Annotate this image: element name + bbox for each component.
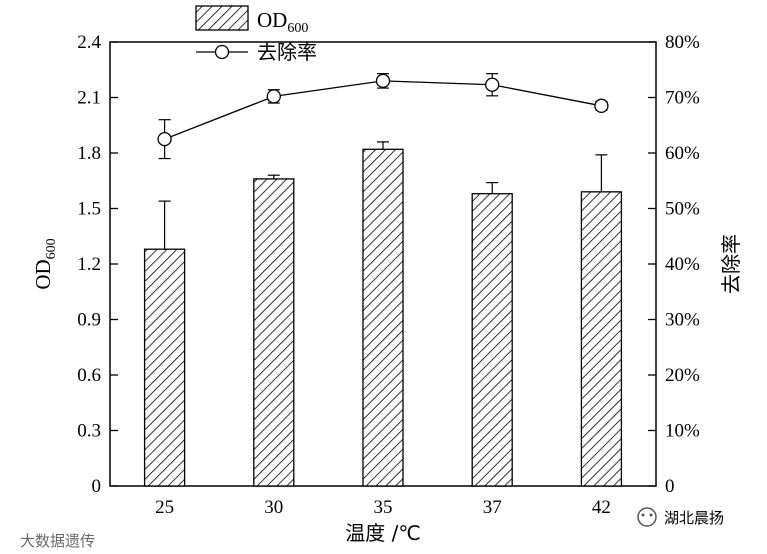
- y-right-tick-label: 60%: [665, 143, 700, 164]
- line-point: [594, 98, 609, 113]
- y-right-tick-label: 40%: [665, 254, 700, 275]
- y-axis-left: 0 0.3 0.6 0.9 1.2 1.5 1.8 2.1 2.4: [77, 32, 118, 497]
- watermark-right-label: 湖北晨扬: [664, 509, 724, 527]
- legend-line-marker: [214, 44, 230, 60]
- line-point: [266, 89, 281, 104]
- y-left-tick-label: 2.1: [77, 88, 101, 109]
- y-right-tick-label: 70%: [665, 88, 700, 109]
- bar: [471, 193, 513, 487]
- bar: [362, 148, 404, 487]
- x-tick-label: 35: [374, 497, 393, 518]
- y-left-tick-label: 2.4: [77, 32, 101, 53]
- y-left-tick-label: 0.9: [77, 310, 101, 331]
- line-point: [485, 77, 500, 92]
- line-point: [157, 131, 172, 147]
- line-point: [375, 73, 391, 88]
- y-axis-right-title: 去除率: [719, 234, 743, 294]
- wechat-icon-dot: [649, 513, 653, 517]
- y-left-tick-label: 0: [92, 476, 102, 497]
- x-tick-label: 42: [592, 497, 611, 518]
- legend-bar-label: OD600: [257, 8, 308, 36]
- x-tick-label: 37: [483, 497, 502, 518]
- y-axis-right: 0 10% 20% 30% 40% 50% 60% 70% 80%: [648, 32, 700, 497]
- legend-bar-swatch: [195, 5, 249, 31]
- bar: [580, 191, 623, 487]
- legend: OD600 去除率: [195, 5, 317, 64]
- bar: [143, 248, 186, 487]
- legend-line-label: 去除率: [257, 40, 317, 64]
- x-tick-label: 25: [155, 497, 174, 518]
- y-axis-left-title: OD600: [31, 238, 59, 289]
- bar: [253, 178, 295, 487]
- line-series: [157, 73, 609, 160]
- y-right-tick-label: 30%: [665, 310, 700, 331]
- wechat-icon: [637, 507, 657, 527]
- watermark-left: 大数据遗传: [20, 532, 95, 550]
- wechat-icon-dot: [641, 513, 645, 517]
- y-right-tick-label: 0: [665, 476, 675, 497]
- y-right-tick-label: 80%: [665, 32, 700, 53]
- y-right-tick-label: 10%: [665, 421, 700, 442]
- bar-series: [143, 141, 623, 487]
- y-left-tick-label: 1.5: [77, 199, 101, 220]
- x-tick-label: 30: [264, 497, 283, 518]
- y-left-tick-label: 1.8: [77, 143, 101, 164]
- y-left-tick-label: 0.6: [77, 365, 101, 386]
- y-left-tick-label: 1.2: [77, 254, 101, 275]
- y-left-tick-label: 0.3: [77, 421, 101, 442]
- y-right-tick-label: 50%: [665, 199, 700, 220]
- x-axis-title: 温度 /℃: [345, 521, 421, 545]
- line-path: [164, 80, 602, 140]
- y-right-tick-label: 20%: [665, 365, 700, 386]
- watermark-right: 湖北晨扬: [637, 507, 724, 527]
